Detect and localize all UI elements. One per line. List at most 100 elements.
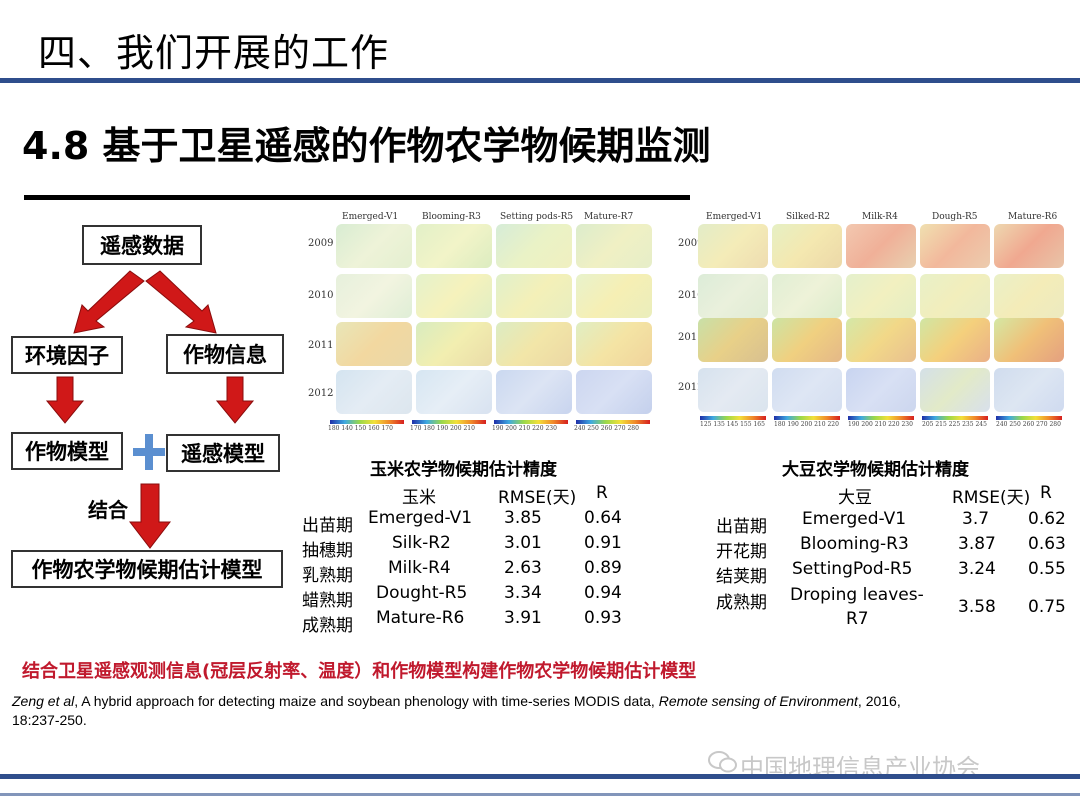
arrow-down-left-icon — [73, 270, 145, 334]
map-tile — [698, 368, 768, 412]
map-tile — [496, 370, 572, 414]
colorbar-labels: 180 140 150 160 170 — [328, 425, 393, 432]
maize-stage-header: Emerged-V1 — [342, 212, 399, 222]
soy-row-rmse: 3.87 — [958, 534, 996, 554]
arrow-down-icon — [128, 483, 172, 549]
colorbar — [576, 420, 650, 424]
colorbar-labels: 125 135 145 155 165 — [700, 421, 765, 428]
colorbar-labels: 190 200 210 220 230 — [848, 421, 913, 428]
maize-row-rmse: 3.01 — [504, 533, 542, 553]
soy-year-label: 2011 — [678, 332, 704, 343]
maize-row-r: 0.94 — [584, 583, 622, 603]
maize-year-label: 2011 — [308, 340, 334, 351]
map-tile — [920, 224, 990, 268]
final-model-box: 作物农学物候期估计模型 — [11, 550, 283, 588]
map-tile — [846, 318, 916, 362]
soy-row-rmse: 3.24 — [958, 559, 996, 579]
maize-col-crop: 玉米 — [402, 488, 436, 508]
citation-pages: 18:237-250. — [12, 712, 87, 728]
maize-row-stage: Mature-R6 — [376, 608, 465, 628]
plus-icon — [133, 434, 165, 470]
map-tile — [576, 224, 652, 268]
rs-model-box: 遥感模型 — [166, 434, 280, 472]
combine-label: 结合 — [88, 498, 128, 522]
maize-year-label: 2010 — [308, 290, 334, 301]
soy-row-r: 0.75 — [1028, 597, 1066, 617]
soy-col-rmse: RMSE(天) — [952, 488, 1031, 508]
colorbar — [412, 420, 486, 424]
colorbar-labels: 240 250 260 270 280 — [996, 421, 1061, 428]
colorbar — [774, 416, 840, 420]
colorbar-labels: 205 215 225 235 245 — [922, 421, 987, 428]
map-tile — [994, 224, 1064, 268]
map-tile — [496, 274, 572, 318]
soy-row-stage: Blooming-R3 — [800, 534, 909, 554]
map-tile — [772, 368, 842, 412]
split-arrows — [73, 270, 217, 334]
citation-tail: , 2016, — [857, 693, 901, 709]
map-tile — [846, 274, 916, 318]
map-tile — [496, 322, 572, 366]
soy-row-cn: 开花期 — [716, 542, 767, 562]
colorbar — [996, 416, 1062, 420]
maize-row-cn: 出苗期 — [302, 516, 353, 536]
soy-row-stage: Emerged-V1 — [802, 509, 907, 529]
colorbar-labels: 170 180 190 200 210 — [410, 425, 475, 432]
maize-row-cn: 抽穗期 — [302, 541, 353, 561]
map-tile — [416, 274, 492, 318]
crop-model-box: 作物模型 — [11, 432, 123, 470]
map-tile — [698, 318, 768, 362]
map-tile — [920, 318, 990, 362]
map-tile — [920, 274, 990, 318]
colorbar-labels: 180 190 200 210 220 — [774, 421, 839, 428]
crop-info-box: 作物信息 — [166, 334, 284, 374]
map-tile — [336, 224, 412, 268]
map-tile — [772, 274, 842, 318]
wechat-icon — [708, 749, 738, 779]
soy-row-rmse: 3.7 — [962, 509, 990, 529]
map-tile — [496, 224, 572, 268]
map-tile — [994, 368, 1064, 412]
map-tile — [698, 224, 768, 268]
maize-row-stage: Milk-R4 — [388, 558, 451, 578]
soy-row-rmse: 3.58 — [958, 597, 996, 617]
arrow-down-icon — [45, 376, 85, 424]
maize-stage-header: Setting pods-R5 — [500, 212, 574, 222]
map-tile — [576, 370, 652, 414]
map-tile — [846, 368, 916, 412]
map-tile — [336, 370, 412, 414]
maize-row-r: 0.64 — [584, 508, 622, 528]
map-tile — [576, 322, 652, 366]
maize-row-cn: 乳熟期 — [302, 566, 353, 586]
slide-subtitle: 4.8 基于卫星遥感的作物农学物候期监测 — [22, 124, 711, 168]
map-tile — [416, 370, 492, 414]
soy-row-r: 0.62 — [1028, 509, 1066, 529]
colorbar-labels: 240 250 260 270 280 — [574, 425, 639, 432]
arrow-down-right-icon — [145, 270, 217, 334]
soy-year-label: 2012 — [678, 382, 704, 393]
soy-row-stage-line1: Droping leaves- — [790, 585, 924, 605]
map-tile — [846, 224, 916, 268]
soy-stage-header: Emerged-V1 — [706, 212, 763, 222]
soy-row-r: 0.55 — [1028, 559, 1066, 579]
maize-row-cn: 蜡熟期 — [302, 591, 353, 611]
map-tile — [920, 368, 990, 412]
maize-row-r: 0.89 — [584, 558, 622, 578]
map-tile — [698, 274, 768, 318]
maize-row-stage: Emerged-V1 — [368, 508, 473, 528]
soy-row-cn: 结荚期 — [716, 567, 767, 587]
maize-stage-header: Mature-R7 — [584, 212, 634, 222]
maize-row-rmse: 3.91 — [504, 608, 542, 628]
maize-year-label: 2009 — [308, 238, 334, 249]
colorbar — [700, 416, 766, 420]
soy-year-label: 2010 — [678, 290, 704, 301]
map-tile — [336, 274, 412, 318]
map-tile — [576, 274, 652, 318]
soy-stage-header: Milk-R4 — [862, 212, 898, 222]
subtitle-underline — [24, 195, 690, 200]
soy-stage-header: Dough-R5 — [932, 212, 978, 222]
slide-title: 四、我们开展的工作 — [38, 31, 390, 75]
colorbar — [922, 416, 988, 420]
citation-authors: Zeng et al — [12, 693, 75, 709]
maize-row-stage: Silk-R2 — [392, 533, 451, 553]
